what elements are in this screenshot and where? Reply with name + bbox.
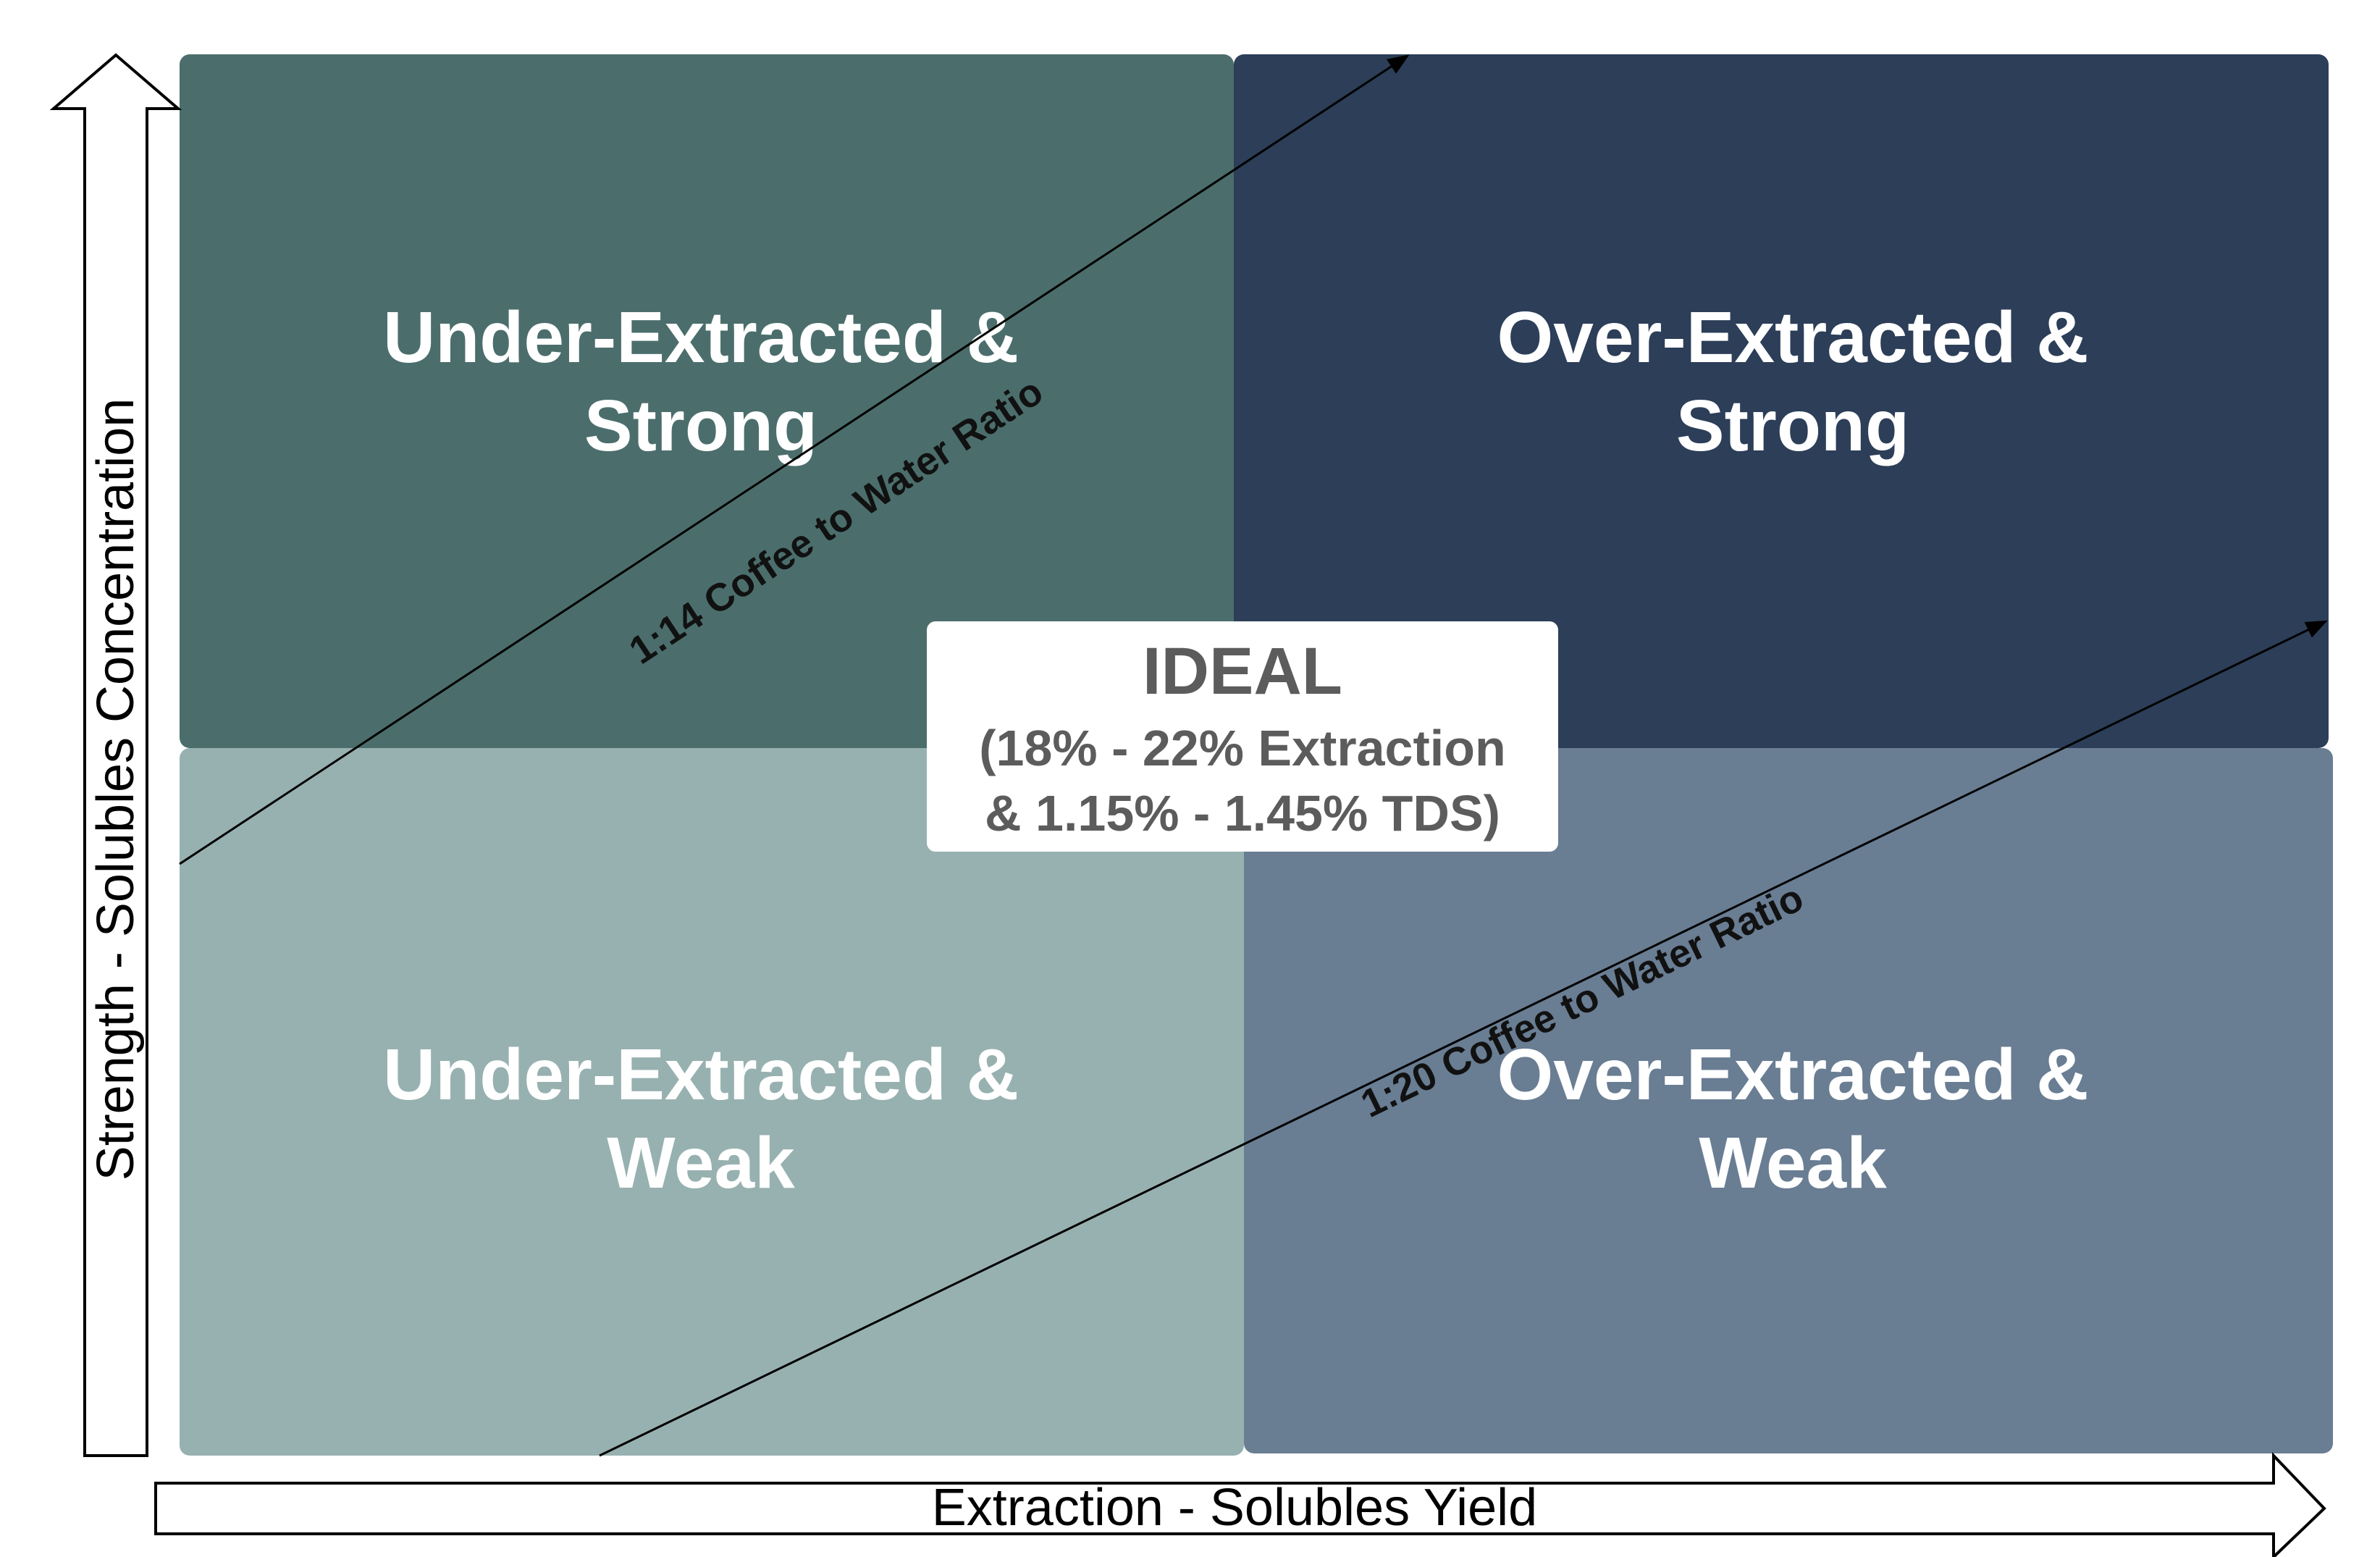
quadrant-label: Under-Extracted & Weak (180, 1031, 1222, 1207)
ideal-description: (18% - 22% Extraction & 1.15% - 1.45% TD… (927, 715, 1558, 846)
quadrant-label-line1: Over-Extracted & (1497, 1034, 2089, 1115)
ratio-line-1-14 (179, 54, 1410, 865)
ideal-title: IDEAL (1143, 634, 1342, 708)
y-axis-label: Strength - Solubles Concentration (87, 398, 145, 1181)
quadrant-over-extracted-weak: Over-Extracted & Weak (1244, 748, 2333, 1453)
quadrant-label-line2: Weak (1699, 1122, 1887, 1204)
quadrant-label-line1: Over-Extracted & (1497, 297, 2089, 378)
quadrant-label: Under-Extracted & Strong (180, 293, 1222, 470)
quadrant-label-line2: Strong (584, 385, 818, 466)
quadrant-label-line2: Strong (1675, 385, 1910, 466)
quadrant-label: Over-Extracted & Weak (1244, 1031, 2342, 1207)
quadrant-label: Over-Extracted & Strong (1234, 293, 2352, 470)
quadrant-label-line2: Weak (607, 1122, 795, 1204)
ideal-zone-box: IDEAL (18% - 22% Extraction & 1.15% - 1.… (927, 621, 1558, 852)
y-axis-arrow (49, 53, 182, 1457)
ideal-tds-range: & 1.15% - 1.45% TDS) (985, 785, 1500, 842)
x-axis-label: Extraction - Solubles Yield (931, 1479, 1538, 1537)
ideal-extraction-range: (18% - 22% Extraction (979, 720, 1506, 776)
quadrant-label-line1: Under-Extracted & (383, 1034, 1019, 1115)
x-axis-arrow (154, 1452, 2326, 1557)
quadrant-label-line1: Under-Extracted & (383, 297, 1019, 378)
quadrant-under-extracted-strong: Under-Extracted & Strong (180, 54, 1234, 748)
quadrant-under-extracted-weak: Under-Extracted & Weak (180, 748, 1244, 1456)
ratio-line-1-20 (599, 620, 2328, 1457)
